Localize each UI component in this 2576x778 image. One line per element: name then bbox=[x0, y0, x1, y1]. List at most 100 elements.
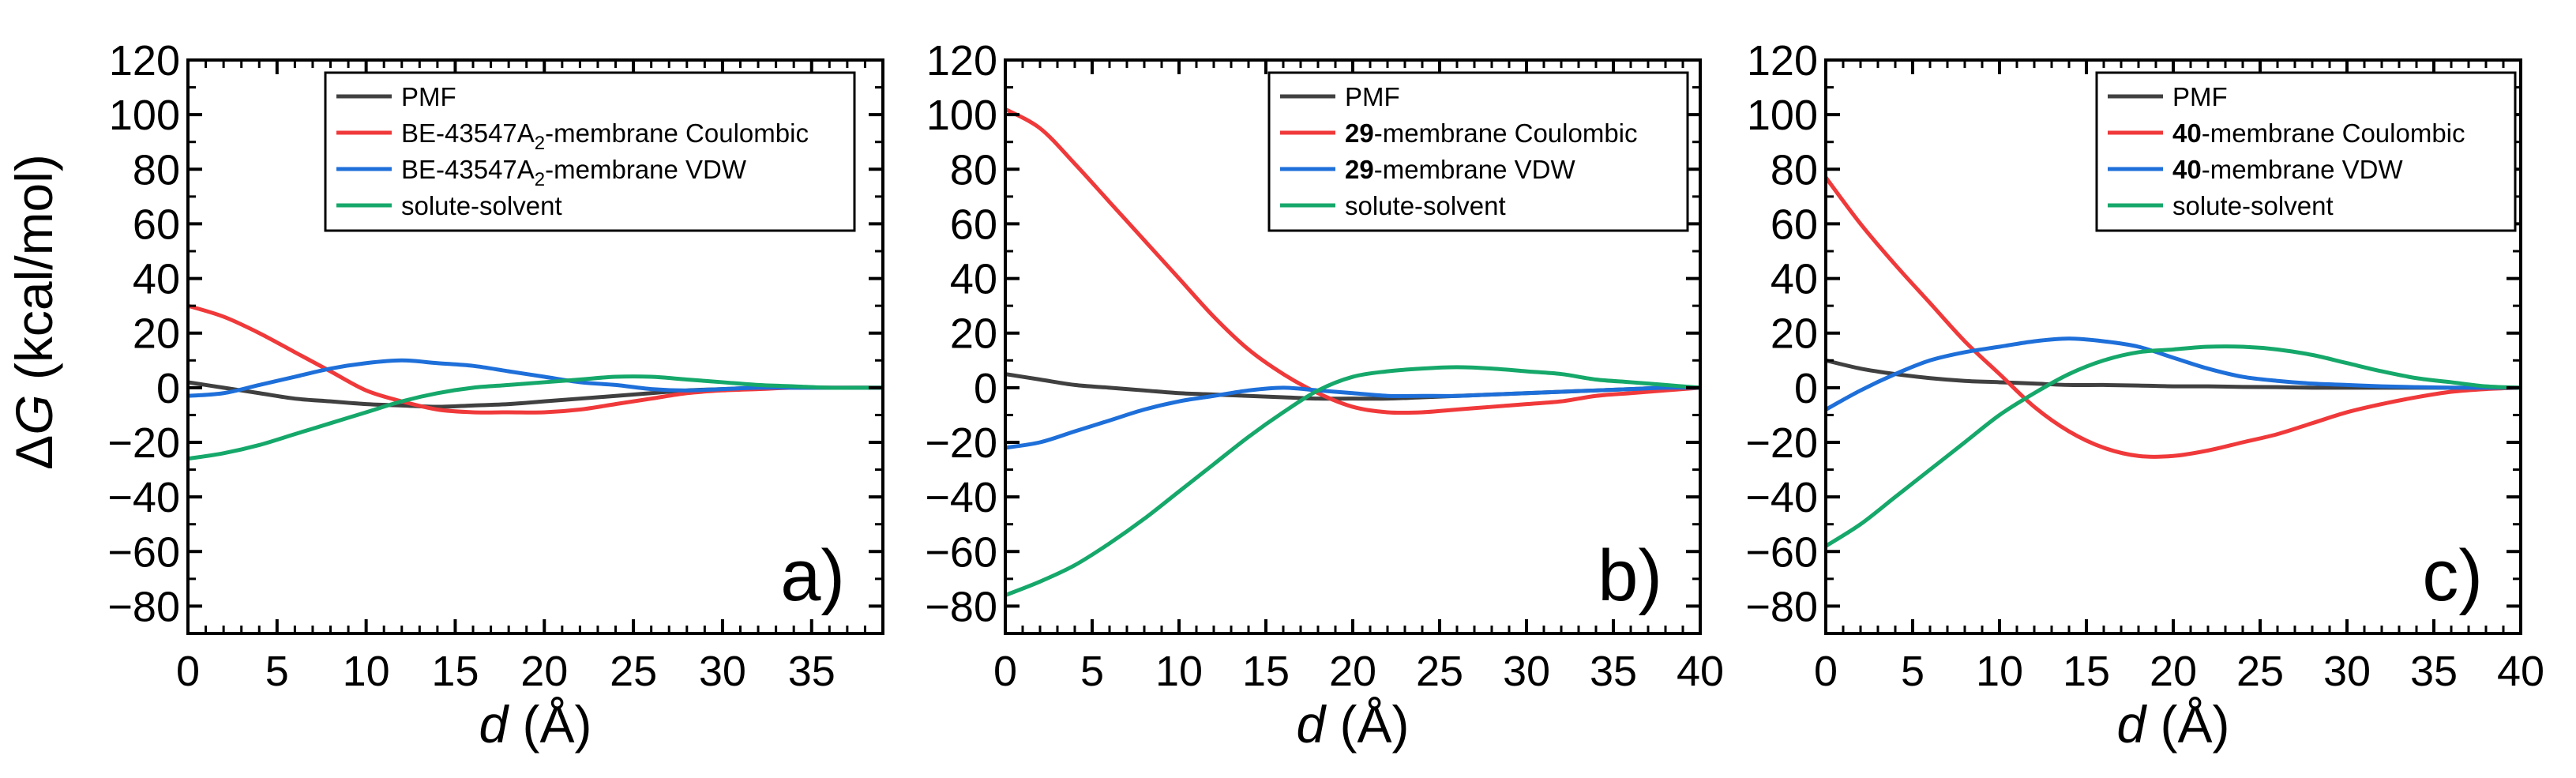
legend-entry-subscript: 2 bbox=[535, 169, 545, 190]
series-line-solute-solvent bbox=[1005, 365, 1700, 597]
panel-c: −80 −60 −40 −20 0 20 40 60 80 100 120 0 5 10 15 20 25 30 3… bbox=[1745, 37, 2544, 754]
legend-entry: PMF bbox=[2172, 82, 2228, 111]
legend-entry: solute-solvent bbox=[2172, 191, 2334, 220]
legend-entry: solute-solvent bbox=[1345, 191, 1506, 220]
legend-entry: PMF bbox=[401, 82, 456, 111]
legend-box bbox=[324, 71, 856, 232]
y-tick-label: 0 bbox=[1794, 365, 1818, 412]
legend-entry-suffix: -membrane VDW bbox=[545, 155, 747, 184]
legend-entry-bold: 29 bbox=[1345, 155, 1374, 184]
y-tick-label: 0 bbox=[156, 365, 180, 412]
y-tick-label: −20 bbox=[1745, 419, 1818, 467]
x-axis-label-variable: d bbox=[2116, 695, 2147, 754]
y-tick-label: 80 bbox=[1771, 146, 1818, 194]
series-line-pmf bbox=[1826, 358, 2521, 390]
x-tick-label: 35 bbox=[1590, 648, 1637, 695]
panel-label: c) bbox=[2422, 536, 2483, 616]
legend-entry: PMF bbox=[1345, 82, 1400, 111]
legend-entry-bold: 40 bbox=[2172, 118, 2202, 148]
series-line-vdw bbox=[188, 358, 883, 398]
y-tick-label: 80 bbox=[950, 146, 997, 194]
y-tick-label: 20 bbox=[133, 310, 180, 358]
y-tick-label: −60 bbox=[925, 528, 997, 576]
plot-frame bbox=[186, 58, 884, 635]
legend-entry-main: -membrane VDW bbox=[1374, 155, 1576, 184]
legend-entry-main: PMF bbox=[401, 82, 456, 111]
y-axis-label-delta: Δ bbox=[5, 435, 63, 470]
legend-entry-main: BE-43547A bbox=[401, 118, 535, 148]
legend-entry-main: PMF bbox=[2172, 82, 2228, 111]
x-tick-label: 35 bbox=[2410, 648, 2458, 695]
y-tick-label: 20 bbox=[950, 310, 997, 358]
legend-entry-bold: 29 bbox=[1345, 118, 1374, 148]
x-tick-label: 35 bbox=[788, 648, 836, 695]
x-tick-label: 5 bbox=[1080, 648, 1104, 695]
x-tick-label: 15 bbox=[2063, 648, 2110, 695]
legend-entry: 29-membrane VDW bbox=[1345, 155, 1575, 184]
legend-entry-bold: 40 bbox=[2172, 155, 2202, 184]
x-axis-label: d (Å) bbox=[2116, 695, 2229, 754]
legend-entry: 29-membrane Coulombic bbox=[1345, 118, 1638, 148]
x-tick-label: 10 bbox=[1976, 648, 2023, 695]
x-tick-label: 20 bbox=[2150, 648, 2197, 695]
panel-label: b) bbox=[1598, 536, 1662, 616]
y-tick-label: 80 bbox=[133, 146, 180, 194]
x-tick-label: 25 bbox=[1416, 648, 1463, 695]
y-tick-label: 60 bbox=[1771, 201, 1818, 248]
x-axis-label-units: (Å) bbox=[508, 695, 591, 754]
x-tick-label: 25 bbox=[610, 648, 657, 695]
y-tick-label: 120 bbox=[1747, 37, 1818, 85]
y-tick-label: 120 bbox=[109, 37, 180, 85]
x-axis-label: d (Å) bbox=[1296, 695, 1409, 754]
x-tick-label: 40 bbox=[1677, 648, 1724, 695]
y-tick-label: 60 bbox=[950, 201, 997, 248]
legend-entry-suffix: -membrane Coulombic bbox=[545, 118, 809, 148]
x-axis-label-units: (Å) bbox=[1325, 695, 1409, 754]
panel-b: −80 −60 −40 −20 0 20 40 60 80 100 120 0 5 10 15 20 25 30 3… bbox=[925, 37, 1724, 754]
x-axis-label-variable: d bbox=[1296, 695, 1327, 754]
y-tick-label: 40 bbox=[1771, 256, 1818, 303]
x-tick-label: 30 bbox=[2323, 648, 2371, 695]
y-axis-label-variable: G bbox=[5, 394, 63, 434]
legend-entry-main: solute-solvent bbox=[1345, 191, 1506, 220]
y-tick-label: 120 bbox=[926, 37, 997, 85]
y-tick-label: −40 bbox=[107, 474, 180, 521]
legend-entry-main: solute-solvent bbox=[401, 191, 562, 220]
series-line-vdw bbox=[1826, 336, 2521, 412]
y-tick-label: 20 bbox=[1771, 310, 1818, 358]
legend-entry-main: PMF bbox=[1345, 82, 1400, 111]
y-axis-label: ΔG (kcal/mol) bbox=[5, 154, 63, 470]
x-axis-label-units: (Å) bbox=[2146, 695, 2229, 754]
x-tick-label: 0 bbox=[1814, 648, 1838, 695]
y-tick-label: −20 bbox=[925, 419, 997, 467]
x-tick-label: 20 bbox=[520, 648, 568, 695]
x-tick-label: 25 bbox=[2236, 648, 2284, 695]
series-line-coulombic bbox=[1005, 107, 1700, 415]
x-tick-label: 0 bbox=[993, 648, 1017, 695]
x-tick-label: 40 bbox=[2497, 648, 2544, 695]
legend-entry: BE-43547A2-membrane VDW bbox=[401, 155, 747, 190]
x-axis-label: d (Å) bbox=[479, 695, 591, 754]
x-tick-label: 5 bbox=[265, 648, 289, 695]
y-tick-label: 0 bbox=[974, 365, 997, 412]
x-tick-label: 0 bbox=[176, 648, 200, 695]
legend-box bbox=[1267, 71, 1689, 232]
x-tick-label: 30 bbox=[1503, 648, 1550, 695]
y-tick-label: −20 bbox=[107, 419, 180, 467]
legend-entry: BE-43547A2-membrane Coulombic bbox=[401, 118, 809, 154]
y-tick-label: −80 bbox=[1745, 583, 1818, 630]
legend-entry: 40-membrane VDW bbox=[2172, 155, 2403, 184]
y-tick-label: −40 bbox=[925, 474, 997, 521]
x-tick-label: 30 bbox=[699, 648, 746, 695]
x-tick-label: 15 bbox=[1242, 648, 1290, 695]
legend-entry-main: -membrane Coulombic bbox=[1374, 118, 1638, 148]
x-tick-label: 5 bbox=[1901, 648, 1924, 695]
x-axis-label-variable: d bbox=[479, 695, 509, 754]
y-tick-label: 100 bbox=[109, 92, 180, 139]
panel-label: a) bbox=[780, 536, 845, 616]
panel-a: −80 −60 −40 −20 0 20 40 60 80 100 120 0 5 10 15 20 25 30 3… bbox=[107, 37, 884, 754]
x-tick-label: 10 bbox=[1155, 648, 1203, 695]
